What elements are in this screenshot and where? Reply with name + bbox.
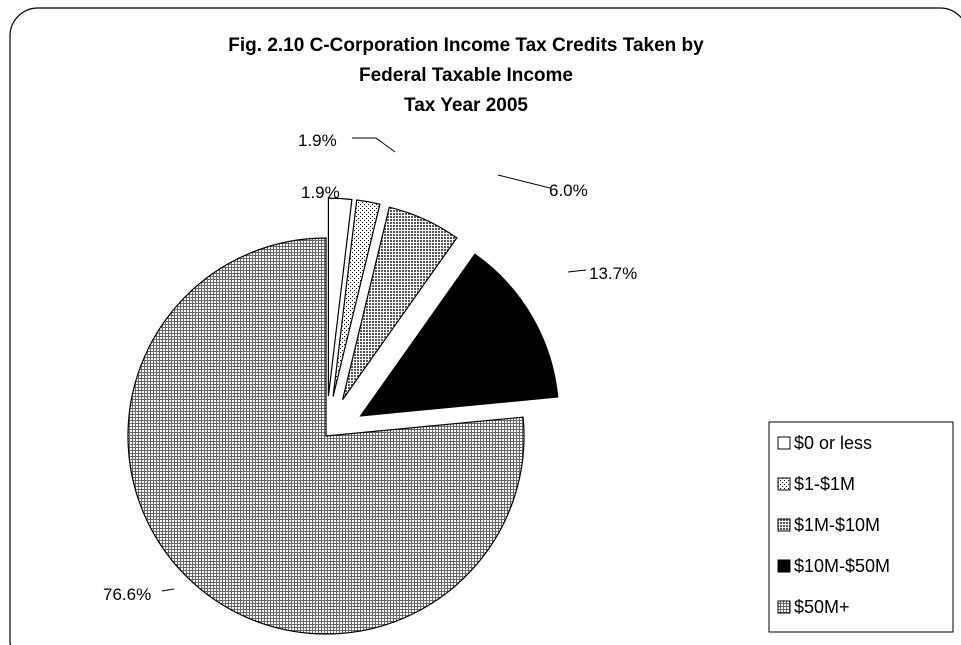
pie-slice-0-or-less	[327, 197, 353, 397]
pie-slice-1-1m	[332, 199, 381, 397]
data-label-1-1m: 1.9%	[298, 131, 337, 150]
legend-label-50m-plus: $50M+	[794, 597, 850, 617]
data-label-1m-10m: 6.0%	[549, 181, 588, 200]
legend-box	[768, 421, 954, 633]
legend-swatch-1-1m	[777, 477, 791, 491]
legend-swatch-10m-50m	[777, 559, 791, 573]
chart-title-line-3: Tax Year 2005	[404, 95, 528, 116]
legend: $0 or less $1-$1M $1M-$10M $10M-$50M $50…	[768, 421, 954, 633]
legend-swatch-0-or-less	[777, 436, 791, 450]
pie-slice-1m-10m	[342, 206, 458, 400]
leader-line-3	[567, 269, 587, 273]
legend-swatch-50m-plus	[777, 600, 791, 614]
legend-label-10m-50m: $10M-$50M	[794, 556, 890, 576]
leader-line-2	[497, 174, 551, 189]
legend-label-1m-10m: $1M-$10M	[794, 515, 880, 535]
data-label-0-or-less: 1.9%	[301, 183, 340, 202]
data-label-10m-50m: 13.7%	[589, 264, 637, 283]
legend-swatch-1m-10m	[777, 518, 791, 532]
pie-slice-10m-50m	[359, 253, 559, 417]
chart-title-line-1: Fig. 2.10 C-Corporation Income Tax Credi…	[228, 35, 704, 56]
leader-line-4	[161, 588, 175, 592]
pie-slice-50m-plus	[127, 237, 525, 635]
data-label-50m-plus: 76.6%	[103, 585, 151, 604]
legend-label-1-1m: $1-$1M	[794, 474, 855, 494]
legend-label-0-or-less: $0 or less	[794, 433, 872, 453]
chart-title-line-2: Federal Taxable Income	[359, 65, 573, 86]
leader-line-1	[352, 137, 396, 153]
